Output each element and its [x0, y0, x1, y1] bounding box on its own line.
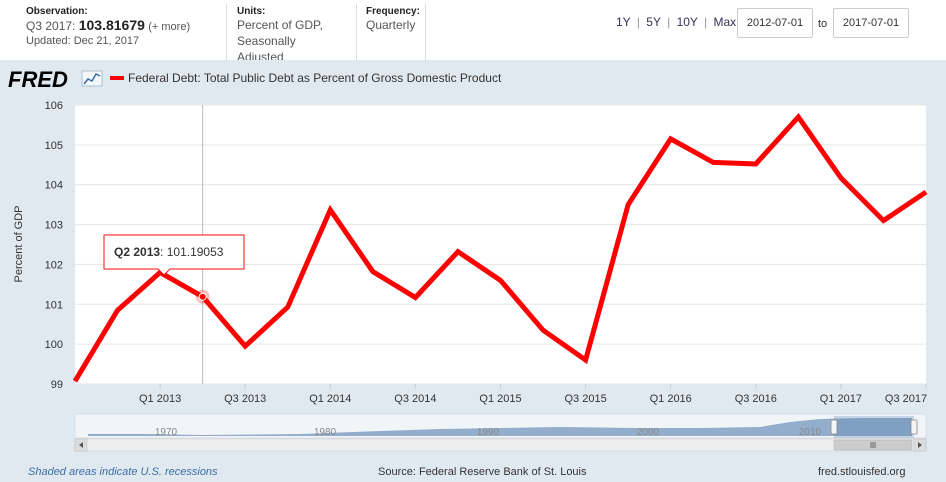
arrow-right-icon [918, 442, 922, 448]
data-point[interactable] [923, 189, 929, 195]
x-tick-label: Q3 2016 [735, 393, 777, 405]
date-from-input[interactable]: 2012-07-01 [737, 8, 813, 38]
y-tick-label: 103 [45, 220, 63, 232]
x-tick-label: Q3 2013 [224, 393, 266, 405]
range-5y-button[interactable]: 5Y [646, 15, 661, 29]
data-point[interactable] [285, 304, 291, 310]
observation-period: Q3 2017: [26, 19, 76, 33]
y-tick-labels: 99 100 101 102 103 104 105 106 [45, 100, 63, 391]
data-point[interactable] [838, 175, 844, 181]
data-point[interactable] [540, 327, 546, 333]
y-tick-label: 104 [45, 180, 63, 192]
navigator-year-label: 1980 [314, 427, 337, 438]
tooltip-box [103, 234, 245, 276]
hover-point[interactable] [198, 292, 207, 301]
x-tick-label: Q3 2017 [885, 393, 927, 405]
range-10y-button[interactable]: 10Y [676, 15, 698, 29]
header-divider [356, 4, 357, 60]
navigator-selection[interactable] [834, 416, 914, 438]
units-panel: Units: Percent of GDP, Seasonally Adjust… [229, 0, 353, 64]
data-point[interactable] [412, 295, 418, 301]
data-point[interactable] [880, 218, 886, 224]
header-divider [425, 4, 426, 60]
units-line1: Percent of GDP, [237, 18, 323, 32]
x-tick-label: Q1 2015 [479, 393, 521, 405]
site-link[interactable]: fred.stlouisfed.org [818, 466, 906, 478]
observation-panel: Observation: Q3 2017: 103.81679 (+ more)… [18, 0, 223, 60]
range-selector: 1Y | 5Y | 10Y | Max [616, 15, 736, 29]
navigator-area [88, 418, 912, 436]
navigator-year-label: 2000 [637, 427, 660, 438]
data-point[interactable] [625, 202, 631, 208]
legend-label: Federal Debt: Total Public Debt as Perce… [128, 71, 502, 85]
tooltip-value: : 101.19053 [160, 245, 224, 259]
frequency-label: Frequency: [366, 6, 420, 17]
units-label: Units: [237, 6, 266, 17]
data-point[interactable] [115, 307, 121, 313]
frequency-value: Quarterly [366, 18, 416, 32]
series-line-group[interactable] [72, 112, 929, 384]
tooltip: Q2 2013: 101.19053 [103, 234, 245, 276]
range-separator: | [667, 15, 671, 29]
data-point[interactable] [583, 357, 589, 363]
date-to-label: to [818, 18, 828, 30]
scrollbar[interactable] [74, 438, 927, 452]
data-point[interactable] [455, 249, 461, 255]
date-to-input[interactable]: 2017-07-01 [833, 8, 909, 38]
header-bar: Observation: Q3 2017: 103.81679 (+ more)… [0, 0, 946, 64]
range-separator: | [704, 15, 708, 29]
scrollbar-track[interactable] [74, 438, 927, 452]
x-tick-label: Q1 2013 [139, 393, 181, 405]
recession-note-link[interactable]: Shaded areas indicate U.S. recessions [28, 466, 218, 478]
navigator-year-label: 2010 [799, 427, 822, 438]
y-tick-label: 102 [45, 259, 63, 271]
y-tick-label: 99 [51, 379, 63, 391]
data-point[interactable] [72, 378, 78, 384]
x-tick-label: Q1 2017 [820, 393, 862, 405]
data-point[interactable] [327, 207, 333, 213]
range-separator: | [636, 15, 640, 29]
observation-label: Observation: [26, 6, 88, 17]
data-point[interactable] [795, 114, 801, 120]
range-1y-button[interactable]: 1Y [616, 15, 631, 29]
fred-logo-text: FRED [8, 67, 68, 92]
data-point[interactable] [498, 277, 504, 283]
navigator-years: 1970 1980 1990 2000 2010 [155, 427, 822, 438]
data-point[interactable] [242, 343, 248, 349]
data-point[interactable] [668, 136, 674, 142]
series-line[interactable] [72, 112, 928, 383]
navigator[interactable]: 1970 1980 1990 2000 2010 [74, 413, 927, 439]
y-tick-label: 105 [45, 140, 63, 152]
tooltip-text: Q2 2013: 101.19053 [114, 245, 224, 259]
y-tick-label: 100 [45, 339, 63, 351]
fred-logo[interactable]: FRED [8, 67, 103, 92]
chart-svg: FRED Federal Debt: Total Public Debt as … [8, 67, 929, 452]
navigator-year-label: 1970 [155, 427, 178, 438]
frequency-panel: Frequency: Quarterly [358, 0, 428, 60]
updated-date: Updated: Dec 21, 2017 [26, 35, 140, 47]
x-tick-label: Q1 2016 [650, 393, 692, 405]
chart-logo-icon [81, 70, 103, 87]
header-divider [226, 4, 227, 60]
x-tick-label: Q1 2014 [309, 393, 351, 405]
navigator-right-handle[interactable] [910, 419, 918, 435]
navigator-left-handle[interactable] [830, 419, 838, 435]
x-tick-labels: Q1 2013 Q3 2013 Q1 2014 Q3 2014 Q1 2015 Q3 20… [139, 384, 927, 405]
y-tick-label: 106 [45, 100, 63, 112]
tooltip-period: Q2 2013 [114, 245, 160, 259]
y-axis-label: Percent of GDP [13, 205, 25, 282]
observation-line: Q3 2017: 103.81679 (+ more) [26, 17, 215, 35]
arrow-left-icon [79, 442, 83, 448]
source-text: Source: Federal Reserve Bank of St. Loui… [378, 466, 587, 478]
observation-more-link[interactable]: (+ more) [148, 21, 191, 33]
x-tick-label: Q3 2015 [564, 393, 606, 405]
navigator-year-label: 1990 [477, 427, 500, 438]
y-tick-label: 101 [45, 299, 63, 311]
data-point[interactable] [370, 269, 376, 275]
data-point[interactable] [710, 159, 716, 165]
observation-value: 103.81679 [78, 17, 145, 33]
range-max-button[interactable]: Max [713, 15, 737, 29]
data-point[interactable] [753, 161, 759, 167]
x-tick-label: Q3 2014 [394, 393, 436, 405]
